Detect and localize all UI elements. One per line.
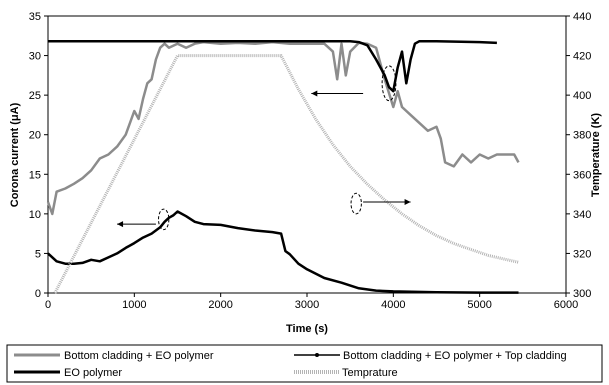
axis-layer: 0 1000 2000 3000 4000 5000 6000 0 5 10 15 20 25 30 35 3… [29,11,592,311]
annotation-arrow-head [311,90,318,97]
annotation-ellipse [158,208,170,231]
annotation-ellipse [381,65,397,102]
y-right-axis-title: Temperature (K) [590,113,602,197]
series-line-0 [46,40,520,216]
series-line-2 [47,210,519,294]
annotation-ellipse [350,192,362,215]
annotation-arrow-head [404,198,411,205]
annotation-layer [117,65,411,231]
x-tick-label: 5000 [467,299,491,311]
y-right-tick-label: 440 [573,11,591,23]
y-right-tick-label: 340 [573,209,591,221]
y-right-tick-label: 420 [573,51,591,63]
x-tick-label: 0 [45,299,51,311]
y-left-tick-label: 25 [29,90,41,102]
y-left-tick-label: 35 [29,11,41,23]
annotation-arrow-head [117,221,124,228]
y-left-tick-label: 15 [29,169,41,181]
legend-label-eo-polymer: EO polymer [64,367,122,379]
series-line-3 [53,54,519,294]
legend-label-bottom-top-cladding: Bottom cladding + EO polymer + Top cladd… [343,350,567,362]
x-tick-label: 4000 [381,299,405,311]
x-tick-label: 6000 [554,299,578,311]
x-tick-label: 3000 [295,299,319,311]
y-right-tick-label: 360 [573,169,591,181]
y-right-tick-label: 400 [573,90,591,102]
y-left-tick-label: 0 [35,288,41,300]
y-right-tick-label: 380 [573,130,591,142]
y-right-tick-label: 320 [573,248,591,260]
y-right-tick-label: 300 [573,288,591,300]
x-tick-label: 1000 [122,299,146,311]
y-left-axis-title: Corona current (μA) [9,102,21,207]
y-left-tick-label: 20 [29,130,41,142]
series-line-1 [48,40,497,93]
legend-label-bottom-cladding-eo: Bottom cladding + EO polymer [64,350,214,362]
legend-box [6,344,603,383]
x-tick-label: 2000 [208,299,232,311]
legend-marker-bottom-top-cladding [315,353,319,357]
y-left-tick-label: 10 [29,209,41,221]
y-left-tick-label: 30 [29,51,41,63]
legend-label-temperature: Temprature [342,367,398,379]
series-layer [46,40,520,294]
x-axis-title: Time (s) [286,323,328,335]
y-left-tick-label: 5 [35,248,41,260]
plot-area [47,15,567,294]
